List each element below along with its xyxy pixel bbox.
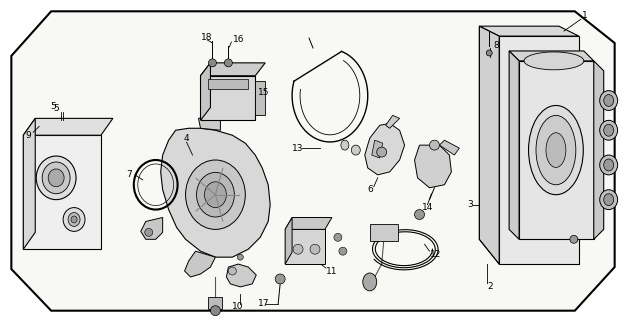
Text: 11: 11 (326, 267, 337, 276)
Circle shape (210, 306, 220, 316)
Polygon shape (141, 218, 163, 239)
Polygon shape (11, 11, 615, 311)
Circle shape (414, 210, 424, 220)
Circle shape (486, 50, 492, 56)
Polygon shape (23, 135, 101, 249)
Polygon shape (370, 224, 398, 241)
Polygon shape (200, 63, 265, 76)
Polygon shape (519, 61, 593, 239)
Text: 18: 18 (200, 33, 212, 42)
Circle shape (334, 233, 342, 241)
Circle shape (208, 59, 217, 67)
Polygon shape (509, 51, 593, 61)
Ellipse shape (48, 169, 64, 187)
Polygon shape (439, 140, 459, 155)
Circle shape (224, 59, 232, 67)
Ellipse shape (197, 172, 234, 217)
Text: 9: 9 (25, 131, 31, 140)
Circle shape (429, 140, 439, 150)
Ellipse shape (603, 95, 613, 107)
Text: 7: 7 (126, 170, 131, 180)
Polygon shape (200, 76, 255, 120)
Polygon shape (208, 79, 249, 89)
Polygon shape (499, 36, 579, 264)
Circle shape (293, 244, 303, 254)
Ellipse shape (603, 194, 613, 206)
Text: 5: 5 (50, 102, 56, 111)
Ellipse shape (546, 133, 566, 167)
Ellipse shape (42, 162, 70, 194)
Text: 15: 15 (259, 88, 270, 97)
Ellipse shape (603, 124, 613, 136)
Polygon shape (200, 63, 210, 120)
Polygon shape (414, 145, 451, 188)
Polygon shape (208, 297, 222, 309)
Ellipse shape (71, 216, 77, 223)
Polygon shape (185, 251, 215, 277)
Circle shape (339, 247, 347, 255)
Ellipse shape (528, 106, 583, 195)
Ellipse shape (36, 156, 76, 200)
Text: 2: 2 (487, 282, 493, 292)
Polygon shape (593, 61, 603, 239)
Polygon shape (161, 128, 270, 257)
Circle shape (275, 274, 285, 284)
Ellipse shape (363, 273, 377, 291)
Ellipse shape (600, 91, 618, 110)
Circle shape (310, 244, 320, 254)
Polygon shape (372, 140, 382, 158)
Polygon shape (480, 26, 499, 264)
Polygon shape (227, 264, 256, 287)
Circle shape (237, 254, 244, 260)
Circle shape (145, 228, 153, 236)
Polygon shape (255, 81, 265, 116)
Ellipse shape (185, 160, 245, 229)
Polygon shape (386, 116, 399, 128)
Text: 12: 12 (429, 250, 441, 259)
Text: 4: 4 (183, 134, 189, 143)
Polygon shape (285, 218, 332, 229)
Polygon shape (198, 116, 220, 130)
Polygon shape (23, 118, 35, 249)
Polygon shape (365, 123, 404, 175)
Text: 10: 10 (232, 302, 244, 311)
Ellipse shape (600, 190, 618, 210)
Ellipse shape (351, 145, 361, 155)
Text: 13: 13 (292, 144, 304, 153)
Ellipse shape (536, 116, 576, 185)
Text: 14: 14 (421, 203, 433, 212)
Ellipse shape (68, 212, 80, 227)
Ellipse shape (600, 120, 618, 140)
Ellipse shape (63, 208, 85, 231)
Polygon shape (23, 118, 113, 135)
Text: 17: 17 (259, 299, 270, 308)
Polygon shape (509, 51, 519, 239)
Circle shape (377, 147, 387, 157)
Text: 6: 6 (367, 185, 374, 194)
Text: 1: 1 (582, 11, 588, 20)
Polygon shape (480, 26, 579, 36)
Text: 16: 16 (233, 35, 245, 44)
Circle shape (228, 267, 237, 275)
Circle shape (570, 235, 578, 243)
Polygon shape (285, 229, 325, 264)
Ellipse shape (205, 182, 227, 208)
Ellipse shape (524, 52, 584, 70)
Text: 8: 8 (493, 41, 499, 50)
Ellipse shape (600, 155, 618, 175)
Polygon shape (285, 218, 292, 264)
Text: 3: 3 (468, 200, 473, 209)
Text: 5: 5 (53, 104, 59, 113)
Ellipse shape (341, 140, 349, 150)
Ellipse shape (603, 159, 613, 171)
